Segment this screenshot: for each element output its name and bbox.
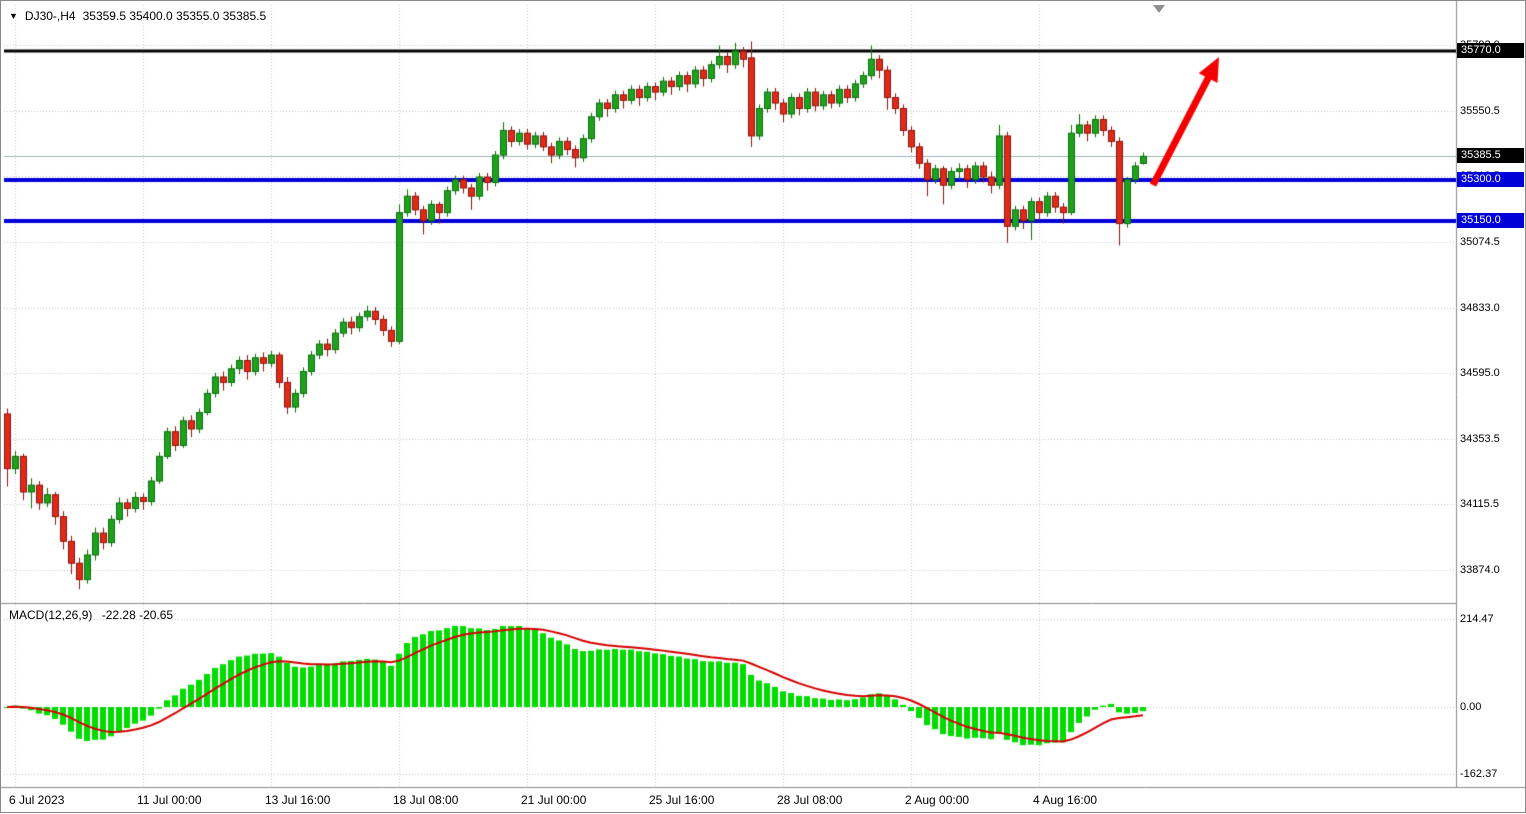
time-axis-label: 21 Jul 00:00 — [521, 793, 587, 807]
macd-indicator-name: MACD(12,26,9) — [9, 608, 93, 622]
price-axis-label: 34353.5 — [1460, 433, 1500, 445]
chart-shift-marker-icon[interactable] — [1153, 5, 1165, 13]
price-axis-label: 35550.5 — [1460, 105, 1500, 117]
price-axis-label: 34115.5 — [1460, 498, 1499, 510]
price-axis-label: 35074.5 — [1460, 236, 1500, 248]
price-axis-label: 33874.0 — [1460, 564, 1500, 576]
time-axis-label: 28 Jul 08:00 — [777, 793, 843, 807]
time-axis-label: 2 Aug 00:00 — [905, 793, 970, 807]
macd-indicator-values: -22.28 -20.65 — [101, 608, 174, 622]
macd-axis-label: 214.47 — [1460, 613, 1494, 625]
macd-legend: MACD(12,26,9) -22.28 -20.65 — [9, 608, 179, 622]
macd-axis-label: 0.00 — [1460, 701, 1482, 713]
time-axis-label: 13 Jul 16:00 — [265, 793, 331, 807]
time-axis-label: 6 Jul 2023 — [9, 793, 65, 807]
price-axis-label: 34833.0 — [1460, 302, 1500, 314]
price-badge: 35770.0 — [1457, 43, 1524, 58]
symbol-legend: ▼ DJ30-,H4 35359.5 35400.0 35355.0 35385… — [9, 9, 266, 23]
time-axis-label: 18 Jul 08:00 — [393, 793, 459, 807]
symbol-dropdown-icon[interactable]: ▼ — [9, 11, 18, 21]
symbol-period-label: DJ30-,H4 — [24, 9, 76, 23]
macd-axis-label: -162.37 — [1460, 768, 1498, 780]
time-axis-label: 25 Jul 16:00 — [649, 793, 715, 807]
price-axis-label: 34595.0 — [1460, 367, 1500, 379]
ohlc-values: 35359.5 35400.0 35355.0 35385.5 — [82, 9, 267, 23]
price-badge: 35385.5 — [1457, 148, 1524, 163]
time-axis-label: 4 Aug 16:00 — [1033, 793, 1098, 807]
time-axis-label: 11 Jul 00:00 — [137, 793, 202, 807]
price-badge: 35300.0 — [1457, 172, 1524, 187]
price-badge: 35150.0 — [1457, 213, 1524, 228]
